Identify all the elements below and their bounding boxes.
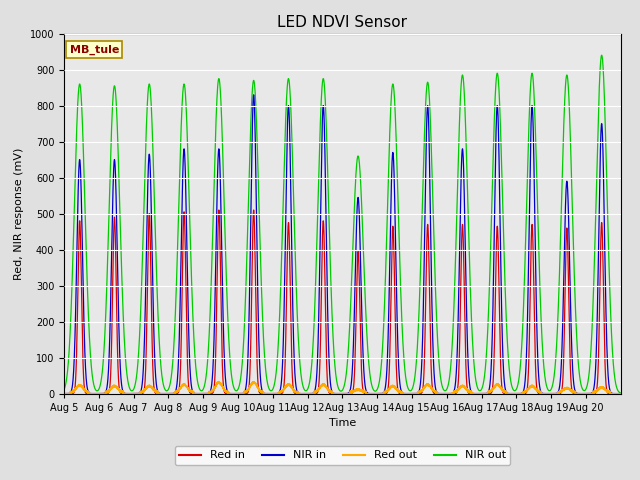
Red in xyxy=(60,391,68,396)
NIR in xyxy=(617,391,625,396)
Red in xyxy=(503,391,511,396)
Red in xyxy=(215,207,223,213)
Red in xyxy=(414,391,422,396)
NIR in xyxy=(60,391,68,396)
NIR in xyxy=(250,92,257,98)
Red out xyxy=(215,379,223,384)
Red out xyxy=(414,391,422,396)
NIR in xyxy=(503,390,511,396)
Red out xyxy=(503,389,511,395)
NIR out xyxy=(473,383,481,388)
NIR out xyxy=(502,321,510,327)
Red in xyxy=(617,391,625,396)
Title: LED NDVI Sensor: LED NDVI Sensor xyxy=(277,15,408,30)
X-axis label: Time: Time xyxy=(329,418,356,428)
Red out xyxy=(473,391,481,396)
NIR in xyxy=(88,391,96,396)
NIR out xyxy=(390,83,397,89)
NIR in xyxy=(473,391,481,396)
Line: Red in: Red in xyxy=(64,210,621,394)
Red out xyxy=(617,391,625,396)
NIR out xyxy=(414,337,422,343)
Red out xyxy=(262,391,269,396)
NIR out xyxy=(88,370,96,376)
Red in xyxy=(390,234,397,240)
Red in xyxy=(262,391,269,396)
NIR out xyxy=(262,366,269,372)
Line: NIR in: NIR in xyxy=(64,95,621,394)
Red out xyxy=(60,391,68,396)
Y-axis label: Red, NIR response (mV): Red, NIR response (mV) xyxy=(14,147,24,280)
NIR out xyxy=(60,387,68,393)
Red out xyxy=(88,391,96,396)
NIR in xyxy=(390,156,397,162)
Red in xyxy=(88,391,96,396)
Red in xyxy=(473,391,481,396)
NIR out xyxy=(617,390,625,396)
NIR in xyxy=(414,390,422,396)
Line: NIR out: NIR out xyxy=(64,55,621,393)
Legend: Red in, NIR in, Red out, NIR out: Red in, NIR in, Red out, NIR out xyxy=(175,446,510,465)
Text: MB_tule: MB_tule xyxy=(70,44,119,55)
Line: Red out: Red out xyxy=(64,382,621,394)
NIR out xyxy=(598,52,605,58)
NIR in xyxy=(262,391,269,396)
Red out xyxy=(390,384,397,390)
